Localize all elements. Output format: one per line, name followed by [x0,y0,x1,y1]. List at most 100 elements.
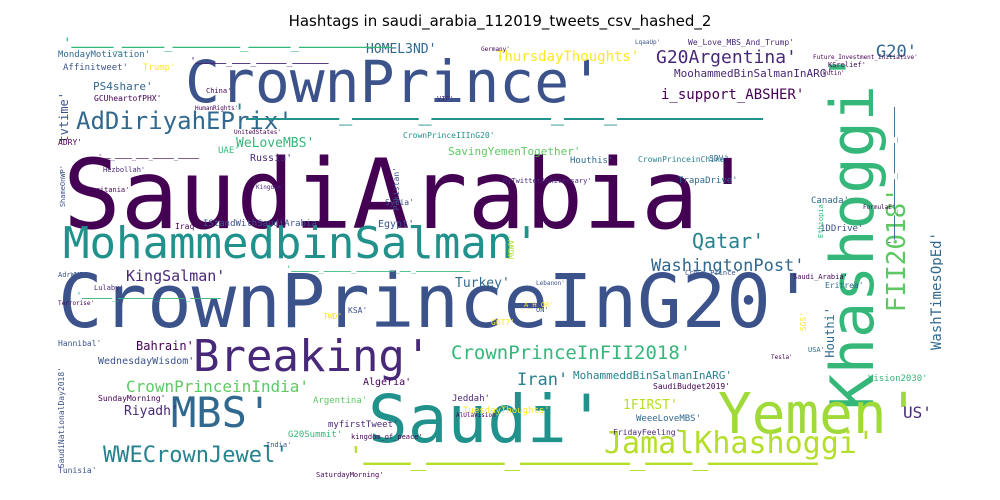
cloud-word: 'ــــــ_ـــــ_ـــ_ـــــ [190,56,329,67]
cloud-word: TrapaDrive' [678,176,738,186]
cloud-word: US' [903,403,932,422]
figure-title: Hashtags in saudi_arabia_112019_tweets_c… [288,12,712,30]
cloud-word: Jeddah' [452,394,490,404]
cloud-word: PS4share' [93,80,153,93]
cloud-word: tvtime' [58,92,71,143]
cloud-word: CrownPrinceinChina' [638,155,730,164]
cloud-word: Terrorise' [58,300,95,307]
cloud-word: Qatar' [692,229,765,253]
cloud-word: myfirstTweet' [328,420,399,430]
cloud-word: Argentina' [313,396,368,406]
cloud-word: UN' [536,306,549,314]
cloud-word: KSrelief' [828,61,866,69]
cloud-word: CrownPrinceInFII2018' [451,342,692,364]
cloud-word: SundayMorning' [98,394,166,403]
cloud-word: SaturdayMorning' [316,471,384,479]
cloud-word: Lebanon' [536,280,565,287]
cloud-word: CrownPrinceInG20' [58,259,816,345]
cloud-word: IStandWithSaudiArabia' [203,219,323,229]
cloud-word: KSA' [348,306,368,315]
cloud-word: MyTwitterAnniversary' [503,177,592,185]
cloud-word: 1FIRST' [623,398,678,413]
cloud-word: MBS' [171,388,273,437]
cloud-word: Iraq' [175,222,200,231]
cloud-word: WeeeLoveMBS' [636,414,702,424]
cloud-word: Breaking' [193,331,432,382]
cloud-word: SDV' [709,154,729,163]
cloud-word: FormulaE' [863,204,896,211]
cloud-word: Tesla' [771,354,793,361]
cloud-word: India' [266,441,292,449]
cloud-word: CrownPrince' [185,48,605,116]
cloud-word: SavingYemenTogether' [448,145,581,158]
cloud-word: AdrWMP' [58,271,88,279]
cloud-word: Yemen' [718,382,921,447]
cloud-word: ADRY' [58,138,83,147]
cloud-word: 'ـــــ_ــــ_ــــــ_ـــــ [76,291,221,302]
cloud-word: kingdom_of_peace' [351,433,423,441]
cloud-word: CrownPrinceIIInG20' [403,131,495,140]
cloud-word: KingSalman' [126,267,226,285]
cloud-word: GOT7' [491,318,516,327]
cloud-word: WednesdayWisdom' [98,356,195,367]
cloud-word: A_H_OR' [524,301,554,309]
cloud-word: HumanRights' [195,105,239,112]
cloud-word: G20Summit' [288,430,343,440]
cloud-word: Houthis' [570,156,614,166]
cloud-word: 'ـــــــ_ـــ_ـــــــ_ـــــ_ـــ [348,442,818,472]
cloud-word: Turkey' [455,276,510,291]
cloud-word: FridayFeeling' [613,428,681,437]
cloud-word: Vision2030' [868,374,928,384]
cloud-word: Kingdom' [256,184,285,191]
cloud-word: Syria' [385,198,414,207]
cloud-word: JamalKhashoggi' [604,426,875,461]
cloud-word: Iran' [517,370,569,390]
cloud-word: SaudiNationalDay2018' [58,367,66,469]
cloud-word: Riyadh' [124,404,179,419]
cloud-word: HOMEL3ND' [366,42,437,57]
cloud-word: Egypt' [378,219,415,230]
cloud-word: We_Love_MBS_And_Trump' [688,38,794,47]
cloud-word: Hezbollah' [103,166,146,174]
cloud-word: WeLoveMBS' [236,136,315,151]
cloud-word: Bahrain' [136,339,194,353]
cloud-word: Russia' [250,153,293,164]
cloud-word: SGS' [799,312,808,332]
cloud-word: G20' [876,42,917,62]
cloud-word: Saudi' [368,381,607,458]
cloud-word: 'ـــــ_ـــــ_ـــ_ــــ_ــ [98,153,200,161]
cloud-word: Hannibal' [58,339,102,348]
cloud-word: Algeria' [363,377,412,388]
word-cloud: SaudiArabia' CrownPrinceInG20' CrownPrince… [58,37,943,480]
cloud-word: Lulaby' [94,284,124,292]
cloud-word: 'ـــــ_ـــــ_ـــــ_ــــ [887,107,898,246]
cloud-word: Affinitweet' [63,63,129,73]
cloud-word: G20Argentina' [656,47,797,68]
cloud-word: MGWV' [507,235,516,260]
cloud-word: i_support_ABSHER' [661,87,805,103]
cloud-word: MondayMotivation' [58,50,151,60]
cloud-word: WWECrownJewel' [103,443,289,468]
cloud-word: 'ــــــــــ_ــ_ـــــــ_ـــــ_ـــــ [286,265,471,275]
cloud-word: UAE' [218,146,240,156]
cloud-word: MohammeddBinSalmanInARG' [573,369,732,382]
cloud-word: AlUlaVision' [456,412,500,419]
cloud-word: Trump' [143,63,176,73]
cloud-word: GCUheartofPHX' [94,94,162,103]
cloud-word: UnitedStates' [234,129,281,136]
cloud-word: ShameOnWP' [59,165,67,208]
cloud-word: Germany' [481,46,510,53]
cloud-word: 1DDrive' [820,224,864,234]
cloud-word: TWD' [323,312,343,321]
cloud-word: 'ـــــــــــ_ـــــ_ــــــــ_ـــــ_ـــــ [63,37,392,52]
cloud-word: WashTimesOpEd' [929,232,943,351]
cloud-word: Crown_Prince' [685,269,740,277]
cloud-word: CrownPrinceinIndia' [126,377,310,396]
cloud-word: Ethiopia' [817,200,825,238]
cloud-word: Houthi' [823,307,837,358]
cloud-word: Tunisia' [58,466,97,475]
cloud-word: China' [206,87,232,95]
cloud-word: Future_Investment_Initiative' [813,54,918,61]
cloud-word: SaudiArabia' [63,139,757,251]
